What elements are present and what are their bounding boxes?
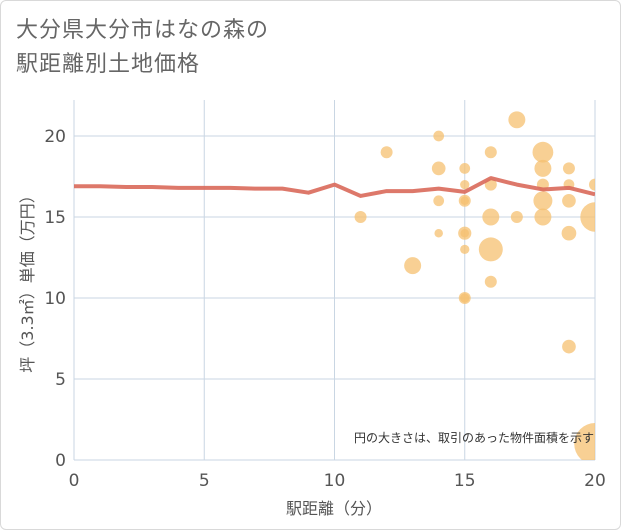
chart-title: 大分県大分市はなの森の 駅距離別土地価格 xyxy=(16,14,269,82)
data-point-24 xyxy=(534,159,552,177)
data-point-30 xyxy=(562,193,576,208)
data-point-35 xyxy=(574,423,595,460)
data-point-28 xyxy=(562,162,575,175)
data-point-22 xyxy=(510,211,523,223)
y-tick-label-2: 10 xyxy=(44,289,66,309)
data-point-7 xyxy=(459,163,471,174)
data-point-5 xyxy=(433,195,445,207)
data-point-34 xyxy=(580,202,595,232)
bubble-series xyxy=(354,111,595,460)
x-tick-label-2: 10 xyxy=(324,471,346,491)
data-point-33 xyxy=(589,178,595,191)
y-tick-label-0: 0 xyxy=(55,451,66,471)
y-tick-label-4: 20 xyxy=(44,127,66,147)
data-point-8 xyxy=(460,179,470,190)
y-tick-label-3: 15 xyxy=(44,208,66,228)
chart-title-line-2: 駅距離別土地価格 xyxy=(16,52,201,77)
x-tick-label-3: 15 xyxy=(454,471,476,491)
y-axis-title: 坪（3.3㎡）単価（万円） xyxy=(18,187,37,372)
trend-line xyxy=(74,176,595,198)
x-tick-label-0: 0 xyxy=(69,471,80,491)
y-tick-label-1: 5 xyxy=(55,370,66,390)
data-point-31 xyxy=(561,225,577,241)
x-axis-title: 駅距離（分） xyxy=(286,499,382,518)
data-point-10 xyxy=(460,196,469,206)
grid-lines xyxy=(73,100,596,461)
data-point-1 xyxy=(380,146,393,159)
chart-title-line-1: 大分県大分市はなの森の xyxy=(16,18,270,43)
data-point-21 xyxy=(508,111,526,129)
x-tick-label-1: 5 xyxy=(199,471,210,491)
data-point-23 xyxy=(532,141,554,163)
data-point-26 xyxy=(533,191,553,211)
data-point-12 xyxy=(460,228,469,238)
data-point-2 xyxy=(404,257,422,275)
data-point-19 xyxy=(478,237,503,262)
data-point-3 xyxy=(433,130,445,142)
axis-ticks: 0 5 10 15 20 0 5 10 15 20 xyxy=(44,127,605,491)
data-point-16 xyxy=(484,146,497,159)
size-note: 円の大きさは、取引のあった物件面積を示す xyxy=(354,430,594,445)
data-point-18 xyxy=(482,208,500,226)
data-point-20 xyxy=(484,275,497,288)
data-point-27 xyxy=(534,208,552,226)
data-point-15 xyxy=(460,293,470,303)
data-point-6 xyxy=(434,228,443,238)
x-tick-label-4: 20 xyxy=(584,471,606,491)
trend-series xyxy=(74,176,595,198)
data-point-4 xyxy=(431,161,446,176)
data-point-32 xyxy=(562,339,576,354)
data-point-13 xyxy=(460,244,470,255)
data-point-0 xyxy=(354,211,367,223)
